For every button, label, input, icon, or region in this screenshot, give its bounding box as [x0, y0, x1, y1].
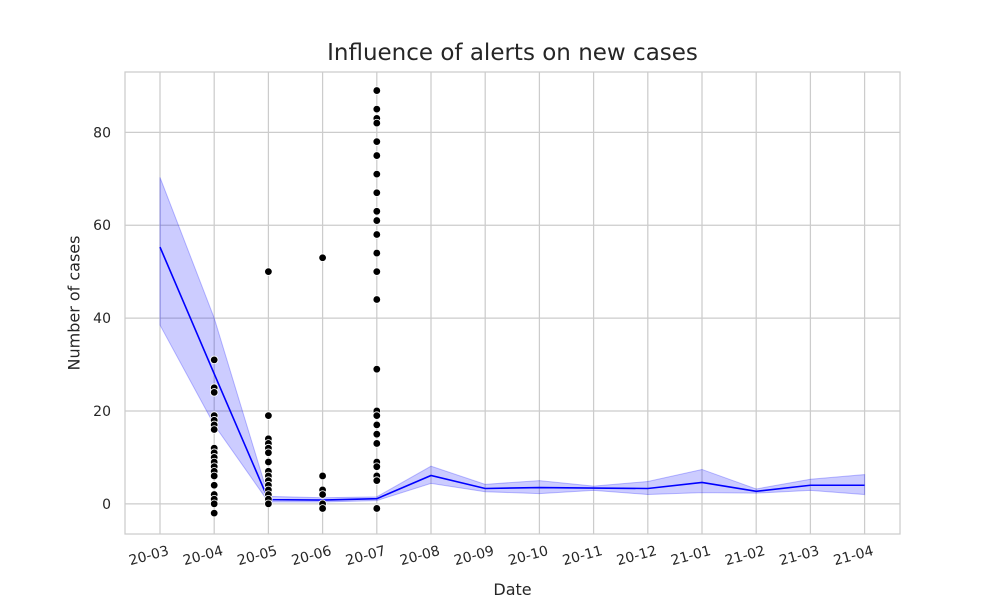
- x-tick-label: 20-05: [236, 543, 279, 569]
- x-tick-label: 20-08: [398, 543, 441, 569]
- scatter-point: [372, 476, 381, 485]
- chart-title: Influence of alerts on new cases: [327, 40, 698, 66]
- mean-line: [159, 246, 865, 501]
- scatter-point: [372, 137, 381, 146]
- scatter-point: [264, 267, 273, 276]
- x-tick-label: 20-11: [561, 543, 604, 569]
- x-tick-label: 20-06: [290, 543, 334, 569]
- scatter-point: [372, 118, 381, 128]
- scatter-point: [209, 471, 219, 481]
- scatter-point: [209, 355, 219, 365]
- scatter-point: [372, 104, 381, 114]
- scatter-point: [372, 86, 381, 95]
- scatter-point-layer: [209, 86, 381, 518]
- x-tick-label: 20-03: [127, 543, 170, 569]
- y-axis-label: Number of cases: [64, 235, 84, 371]
- x-tick-label: 20-10: [507, 543, 550, 569]
- x-axis-label: Date: [493, 580, 532, 599]
- scatter-point: [318, 471, 327, 481]
- scatter-point: [372, 188, 381, 197]
- y-tick-label: 20: [93, 404, 111, 420]
- scatter-point: [264, 448, 273, 457]
- scatter-point: [372, 439, 381, 448]
- scatter-point: [209, 425, 219, 434]
- scatter-point: [372, 364, 381, 374]
- confidence-band-layer: [159, 177, 866, 503]
- scatter-point: [264, 411, 273, 420]
- scatter-point: [372, 411, 381, 420]
- scatter-point: [372, 504, 381, 513]
- y-tick-label: 0: [102, 497, 111, 513]
- y-tick-label: 40: [93, 311, 111, 327]
- scatter-point: [372, 248, 381, 258]
- grid-layer: [125, 72, 900, 534]
- scatter-point: [318, 504, 327, 513]
- scatter-point: [372, 267, 381, 276]
- scatter-point: [318, 253, 327, 262]
- scatter-point: [209, 388, 219, 397]
- scatter-point: [372, 429, 381, 439]
- scatter-point: [209, 499, 219, 509]
- plot-area-frame: [124, 71, 901, 535]
- scatter-point: [264, 499, 273, 509]
- scatter-point: [209, 508, 219, 518]
- x-tick-label: 20-12: [615, 543, 658, 569]
- scatter-point: [264, 457, 273, 467]
- scatter-point: [372, 420, 381, 430]
- x-tick-label: 21-02: [723, 543, 766, 569]
- scatter-point: [372, 230, 381, 239]
- scatter-point: [209, 481, 219, 490]
- scatter-point: [372, 216, 381, 225]
- confidence-band: [159, 177, 866, 503]
- y-tick-label: 80: [93, 125, 111, 141]
- y-tick-label: 60: [93, 218, 111, 234]
- scatter-point: [372, 151, 381, 160]
- x-tick-label: 21-01: [669, 543, 712, 569]
- x-tick-label: 20-07: [344, 543, 387, 569]
- x-tick-label: 21-03: [778, 543, 821, 569]
- scatter-point: [372, 295, 381, 304]
- scatter-point: [372, 207, 381, 216]
- x-tick-label: 20-09: [452, 543, 495, 569]
- x-tick-label: 21-04: [832, 543, 876, 569]
- mean-line-layer: [159, 246, 865, 501]
- scatter-point: [318, 490, 327, 499]
- x-tick-label: 20-04: [181, 543, 225, 569]
- scatter-point: [372, 462, 381, 471]
- scatter-point: [372, 169, 381, 179]
